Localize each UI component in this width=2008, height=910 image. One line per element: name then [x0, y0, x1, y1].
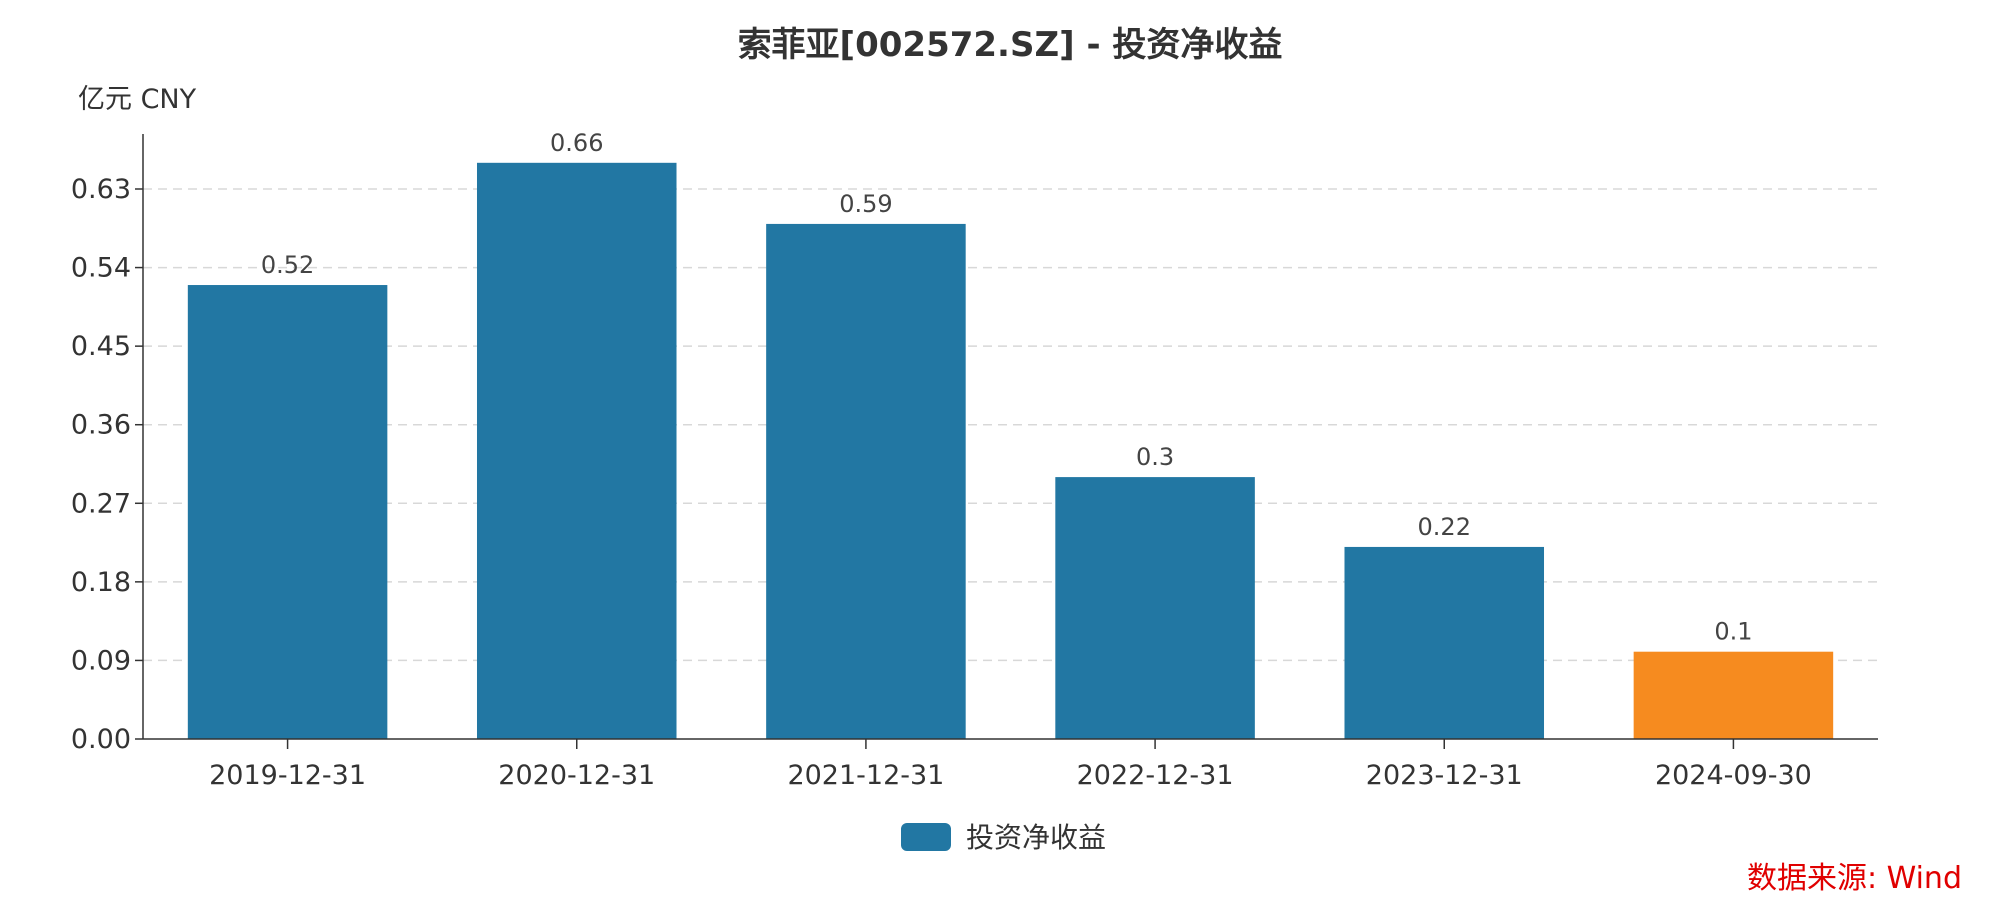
legend-label[interactable]: 投资净收益 — [966, 821, 1106, 854]
data-label: 0.22 — [1418, 513, 1471, 541]
y-axis-unit: 亿元 CNY — [78, 84, 197, 115]
legend[interactable]: 投资净收益 — [901, 821, 1106, 854]
y-tick-label: 0.63 — [71, 174, 131, 205]
bar-2019-12-31[interactable] — [187, 285, 388, 739]
bar-2022-12-31[interactable] — [1055, 477, 1255, 739]
bar-2024-09-30[interactable] — [1633, 651, 1834, 739]
data-label: 0.59 — [839, 190, 892, 218]
x-tick-label: 2022-12-31 — [1077, 760, 1234, 791]
data-label: 0.1 — [1714, 618, 1752, 646]
bar-2021-12-31[interactable] — [766, 223, 966, 739]
bar-2020-12-31[interactable] — [476, 162, 677, 740]
y-tick-label: 0.36 — [71, 410, 131, 441]
source-note: 数据来源: Wind — [1747, 861, 1962, 896]
x-tick-label: 2020-12-31 — [498, 760, 655, 791]
data-label: 0.66 — [550, 129, 603, 157]
chart-title: 索菲亚[002572.SZ] - 投资净收益 — [738, 25, 1283, 65]
x-tick-label: 2019-12-31 — [209, 760, 366, 791]
data-label: 0.3 — [1136, 443, 1174, 471]
y-tick-label: 0.18 — [71, 567, 131, 598]
bars — [187, 162, 1834, 740]
data-label: 0.52 — [261, 251, 314, 279]
axes: 0.00 0.09 0.18 0.27 0.36 0.45 0.54 0.63 2019-12-… — [71, 134, 1878, 791]
bar-2023-12-31[interactable] — [1344, 546, 1545, 739]
x-tick-label: 2024-09-30 — [1655, 760, 1812, 791]
x-tick-label: 2021-12-31 — [787, 760, 944, 791]
legend-swatch[interactable] — [901, 823, 951, 851]
grid-lines — [143, 188, 1878, 662]
y-tick-label: 0.45 — [71, 331, 131, 362]
y-tick-label: 0.09 — [71, 645, 131, 676]
y-tick-label: 0.27 — [71, 488, 131, 519]
y-tick-label: 0.00 — [71, 724, 131, 755]
x-tick-label: 2023-12-31 — [1366, 760, 1523, 791]
y-tick-label: 0.54 — [71, 253, 131, 284]
data-labels: 0.52 0.66 0.59 0.3 0.22 0.1 — [261, 129, 1753, 646]
